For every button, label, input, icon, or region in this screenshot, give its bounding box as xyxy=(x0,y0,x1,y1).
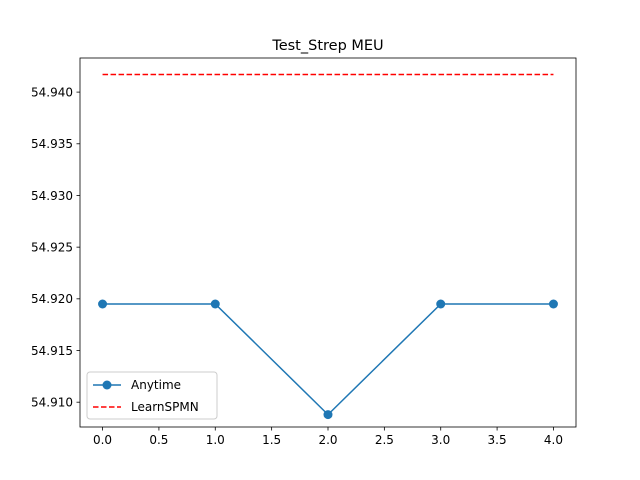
x-tick-label: 3.0 xyxy=(431,433,450,447)
legend-label-anytime: Anytime xyxy=(131,378,181,392)
y-tick-label: 54.940 xyxy=(31,85,73,99)
x-tick-label: 4.0 xyxy=(544,433,563,447)
y-tick-label: 54.910 xyxy=(31,395,73,409)
data-point-anytime xyxy=(323,410,333,420)
x-tick-label: 1.0 xyxy=(206,433,225,447)
legend-label-learnspmn: LearnSPMN xyxy=(131,400,199,414)
legend-marker-anytime xyxy=(102,380,112,390)
chart-title: Test_Strep MEU xyxy=(271,38,383,54)
data-point-anytime xyxy=(548,299,558,309)
y-tick-label: 54.920 xyxy=(31,292,73,306)
x-tick-label: 2.5 xyxy=(375,433,394,447)
y-tick-label: 54.935 xyxy=(31,137,73,151)
plot-area xyxy=(98,73,558,420)
x-tick-label: 0.5 xyxy=(149,433,168,447)
data-point-anytime xyxy=(210,299,220,309)
y-tick-label: 54.925 xyxy=(31,240,73,254)
x-tick-label: 2.0 xyxy=(318,433,337,447)
y-tick-label: 54.915 xyxy=(31,344,73,358)
y-tick-label: 54.930 xyxy=(31,189,73,203)
legend: Anytime LearnSPMN xyxy=(86,371,218,420)
data-point-anytime xyxy=(98,299,108,309)
x-tick-label: 0.0 xyxy=(93,433,112,447)
x-tick-label: 3.5 xyxy=(488,433,507,447)
data-point-anytime xyxy=(436,299,446,309)
x-tick-label: 1.5 xyxy=(262,433,281,447)
